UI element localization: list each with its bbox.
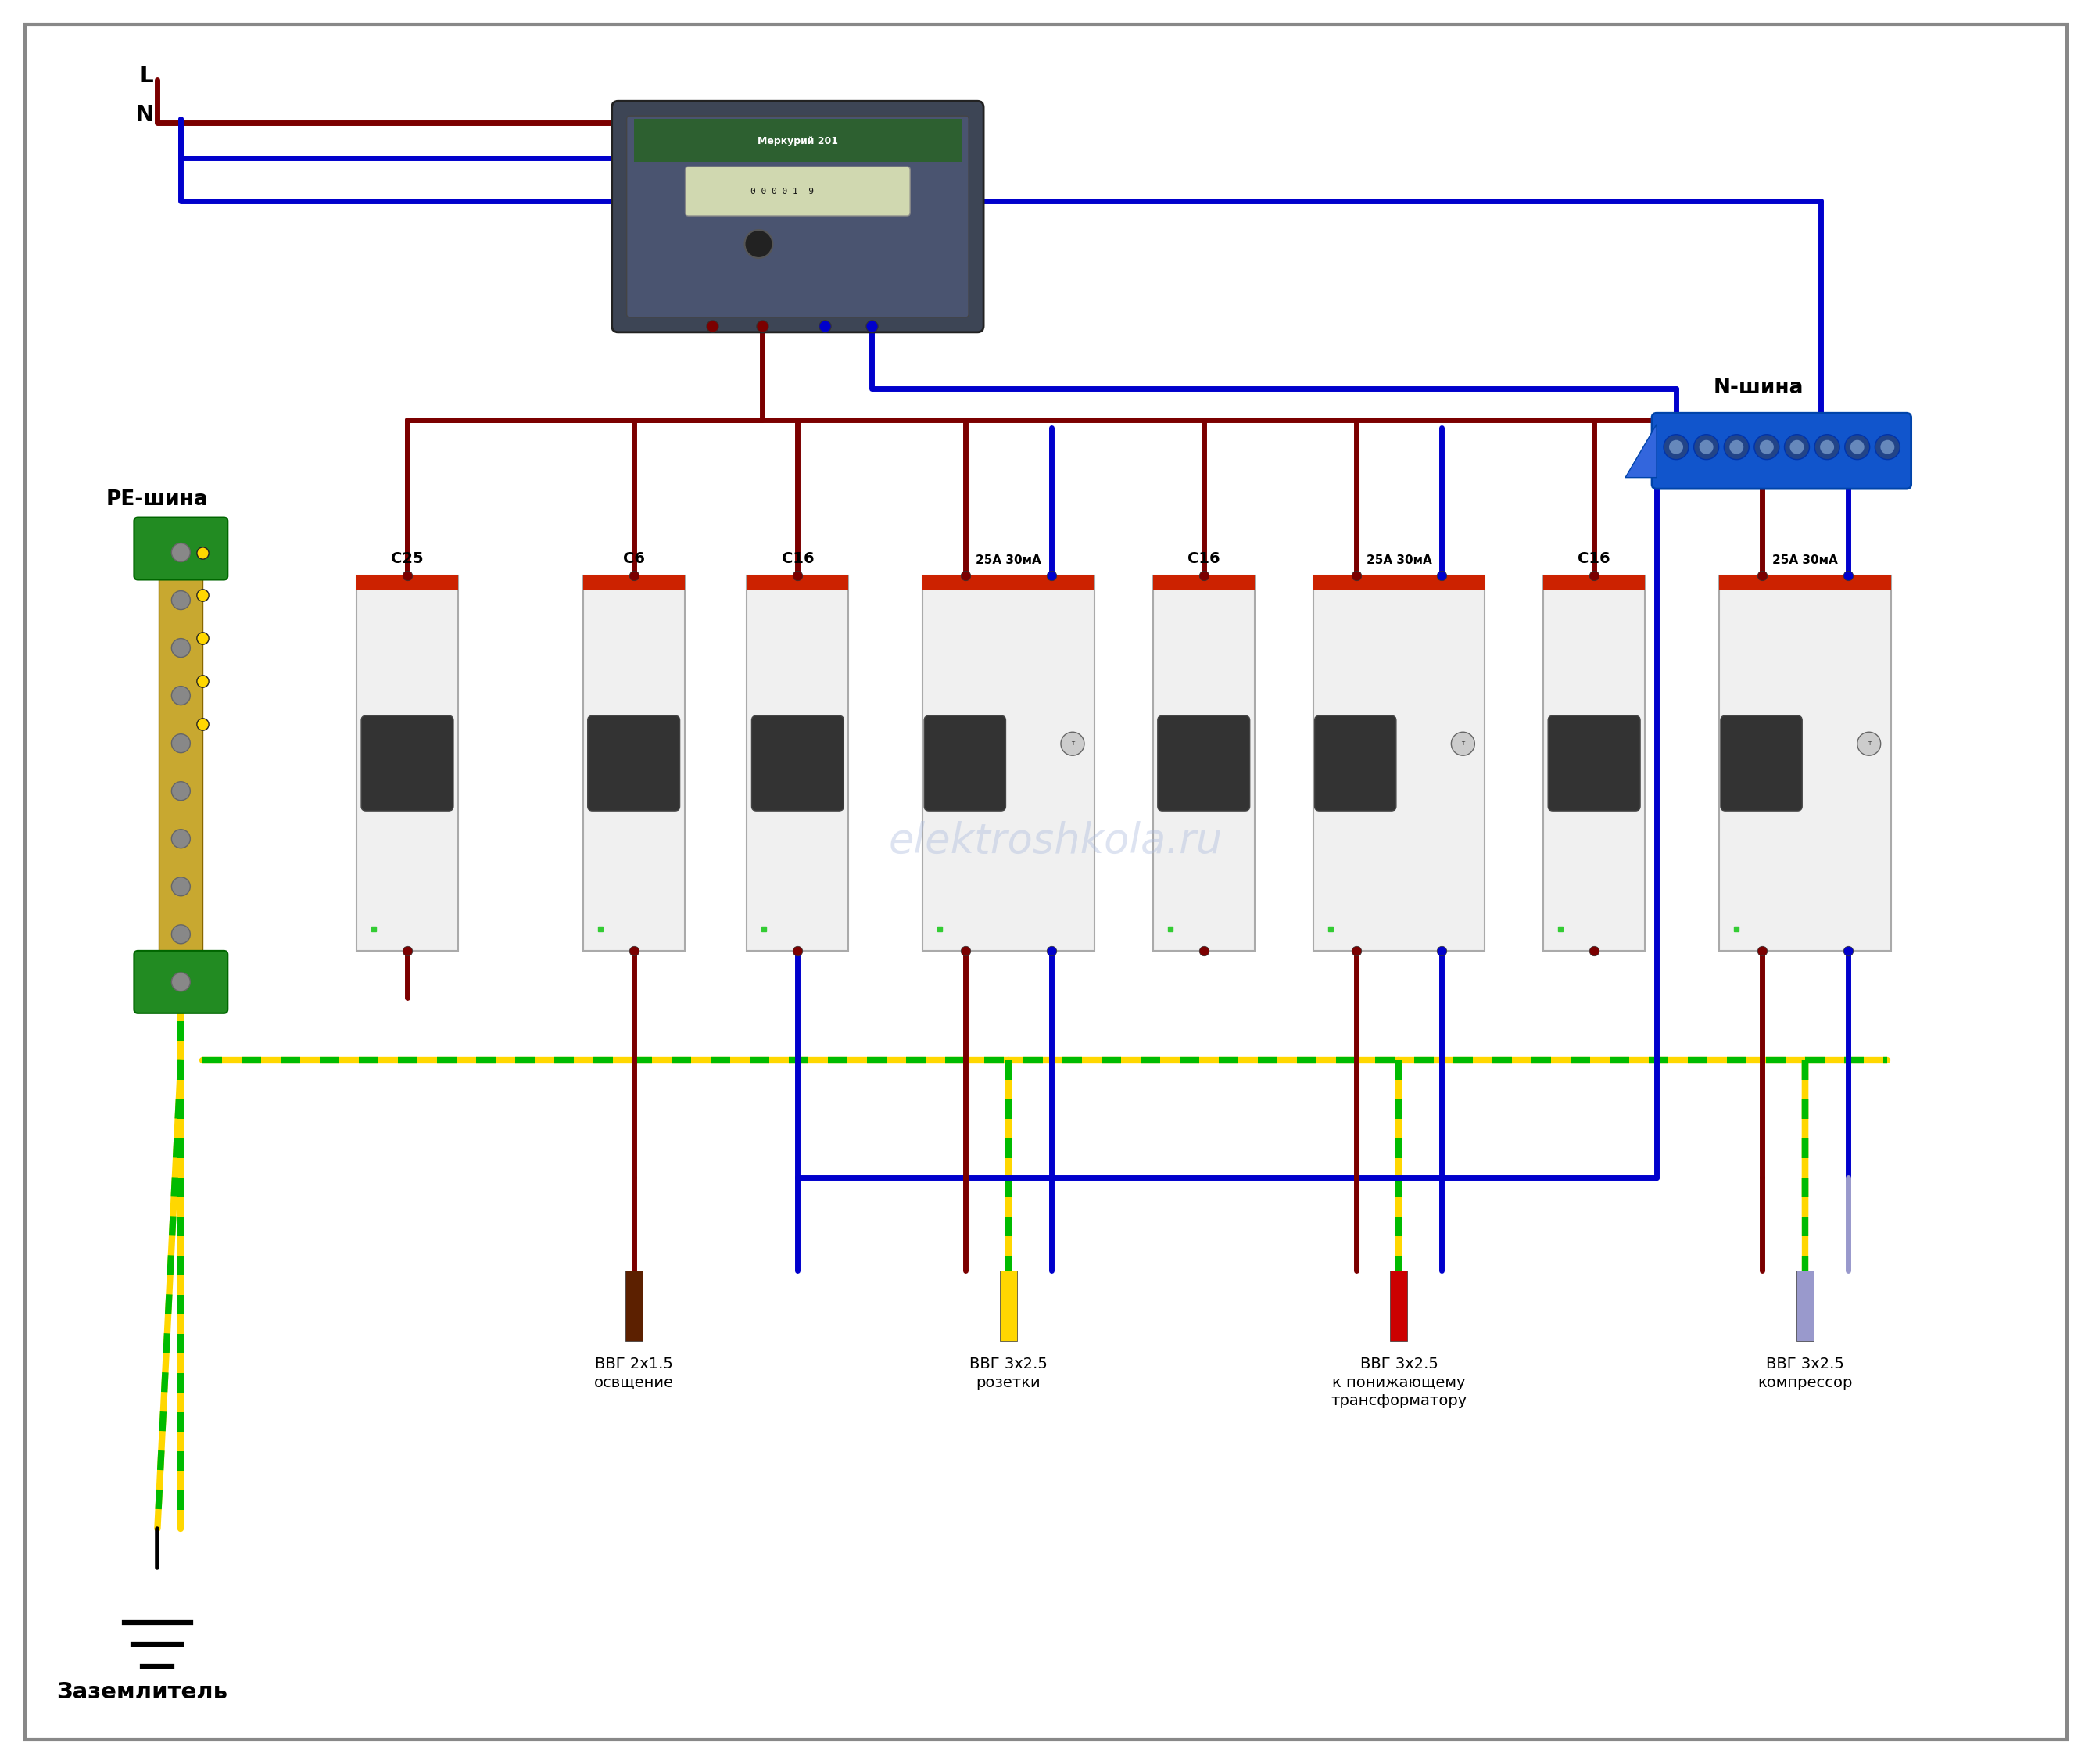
Text: 25А 30мА: 25А 30мА [1366,554,1431,566]
FancyBboxPatch shape [1544,575,1644,951]
Bar [1153,575,1255,589]
FancyBboxPatch shape [356,575,458,951]
FancyBboxPatch shape [1720,716,1801,811]
Circle shape [1061,732,1084,755]
Text: С16: С16 [1188,552,1220,566]
FancyBboxPatch shape [362,716,454,811]
FancyBboxPatch shape [1720,575,1891,951]
Bar [159,552,203,983]
Circle shape [1849,439,1864,453]
Text: 0 0 0 0 1  9: 0 0 0 0 1 9 [751,187,814,196]
FancyBboxPatch shape [1314,575,1485,951]
Text: С25: С25 [391,552,423,566]
Circle shape [1724,434,1749,459]
Bar [1544,575,1644,589]
FancyBboxPatch shape [584,575,684,951]
FancyBboxPatch shape [925,716,1006,811]
Bar [923,575,1094,589]
Bar [1720,575,1891,589]
FancyBboxPatch shape [686,166,910,215]
FancyBboxPatch shape [611,101,983,332]
Bar [1391,1270,1408,1341]
Bar [747,575,849,589]
Circle shape [1845,434,1870,459]
Circle shape [172,591,190,610]
Text: ВВГ 3х2.5
к понижающему
трансформатору: ВВГ 3х2.5 к понижающему трансформатору [1331,1357,1466,1408]
Text: С16: С16 [1577,552,1611,566]
FancyBboxPatch shape [134,951,228,1013]
Circle shape [172,686,190,706]
Circle shape [172,972,190,991]
FancyBboxPatch shape [1314,716,1395,811]
Bar [1000,1270,1017,1341]
Circle shape [172,639,190,658]
Circle shape [1881,439,1895,453]
Circle shape [1759,439,1774,453]
Bar [626,1270,642,1341]
Circle shape [172,829,190,848]
Text: РЕ-шина: РЕ-шина [107,489,209,510]
Circle shape [1452,732,1475,755]
Circle shape [172,781,190,801]
Circle shape [1814,434,1839,459]
Bar [634,118,962,162]
Circle shape [1730,439,1743,453]
Circle shape [172,924,190,944]
Bar [1797,1270,1814,1341]
Circle shape [1663,434,1688,459]
Text: T: T [1868,741,1870,746]
Text: elektroshkola.ru: elektroshkola.ru [889,820,1222,863]
Bar [356,575,458,589]
Circle shape [1820,439,1835,453]
Bar [584,575,684,589]
Circle shape [1669,439,1684,453]
Text: 25А 30мА: 25А 30мА [975,554,1042,566]
Text: ВВГ 2х1.5
освщение: ВВГ 2х1.5 освщение [594,1357,674,1390]
FancyBboxPatch shape [588,716,680,811]
FancyBboxPatch shape [1548,716,1640,811]
Text: L: L [140,65,153,86]
FancyBboxPatch shape [1153,575,1255,951]
Circle shape [172,734,190,753]
FancyBboxPatch shape [747,575,849,951]
Circle shape [1791,439,1803,453]
Text: ВВГ 3х2.5
компрессор: ВВГ 3х2.5 компрессор [1757,1357,1851,1390]
Bar [1314,575,1485,589]
Text: N: N [136,104,153,125]
FancyBboxPatch shape [1157,716,1249,811]
Circle shape [1755,434,1778,459]
FancyBboxPatch shape [134,517,228,580]
Text: Меркурий 201: Меркурий 201 [757,136,839,146]
Text: ВВГ 3х2.5
розетки: ВВГ 3х2.5 розетки [969,1357,1048,1390]
Text: С16: С16 [782,552,814,566]
Text: T: T [1071,741,1073,746]
FancyBboxPatch shape [1653,413,1912,489]
Circle shape [745,229,772,258]
Circle shape [1699,439,1713,453]
Circle shape [1695,434,1720,459]
Circle shape [1874,434,1900,459]
Polygon shape [1625,425,1657,478]
Text: С6: С6 [623,552,644,566]
Text: T: T [1462,741,1464,746]
FancyBboxPatch shape [628,116,969,318]
Text: 25А 30мА: 25А 30мА [1772,554,1837,566]
Text: Заземлитель: Заземлитель [56,1681,228,1702]
FancyBboxPatch shape [751,716,843,811]
Text: N-шина: N-шина [1713,377,1803,399]
FancyBboxPatch shape [923,575,1094,951]
Circle shape [1858,732,1881,755]
Circle shape [172,543,190,561]
Circle shape [172,877,190,896]
Circle shape [1784,434,1810,459]
